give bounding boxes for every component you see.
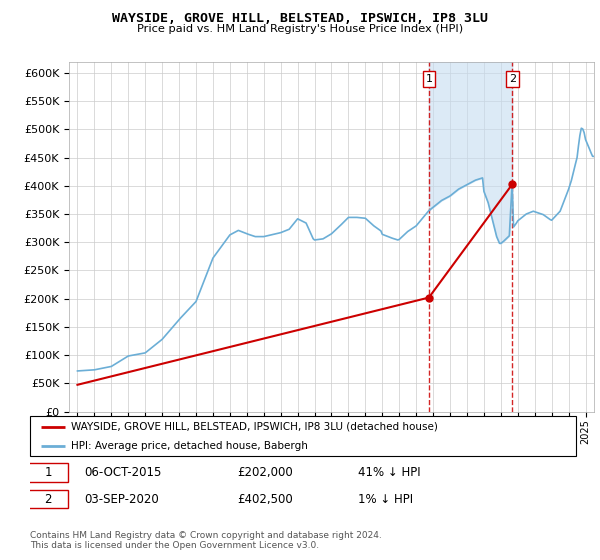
Text: Price paid vs. HM Land Registry's House Price Index (HPI): Price paid vs. HM Land Registry's House … <box>137 24 463 34</box>
Text: 06-OCT-2015: 06-OCT-2015 <box>85 466 162 479</box>
Text: 2: 2 <box>509 74 516 84</box>
FancyBboxPatch shape <box>27 464 68 482</box>
Text: £202,000: £202,000 <box>238 466 293 479</box>
Text: 1: 1 <box>425 74 433 84</box>
Text: WAYSIDE, GROVE HILL, BELSTEAD, IPSWICH, IP8 3LU (detached house): WAYSIDE, GROVE HILL, BELSTEAD, IPSWICH, … <box>71 422 438 432</box>
Text: WAYSIDE, GROVE HILL, BELSTEAD, IPSWICH, IP8 3LU: WAYSIDE, GROVE HILL, BELSTEAD, IPSWICH, … <box>112 12 488 25</box>
Text: 1% ↓ HPI: 1% ↓ HPI <box>358 493 413 506</box>
Text: 2: 2 <box>44 493 52 506</box>
Text: 03-SEP-2020: 03-SEP-2020 <box>85 493 160 506</box>
Text: £402,500: £402,500 <box>238 493 293 506</box>
Text: Contains HM Land Registry data © Crown copyright and database right 2024.
This d: Contains HM Land Registry data © Crown c… <box>30 531 382 550</box>
Text: 1: 1 <box>44 466 52 479</box>
FancyBboxPatch shape <box>30 416 576 456</box>
FancyBboxPatch shape <box>27 490 68 508</box>
Text: 41% ↓ HPI: 41% ↓ HPI <box>358 466 420 479</box>
Text: HPI: Average price, detached house, Babergh: HPI: Average price, detached house, Babe… <box>71 441 308 450</box>
